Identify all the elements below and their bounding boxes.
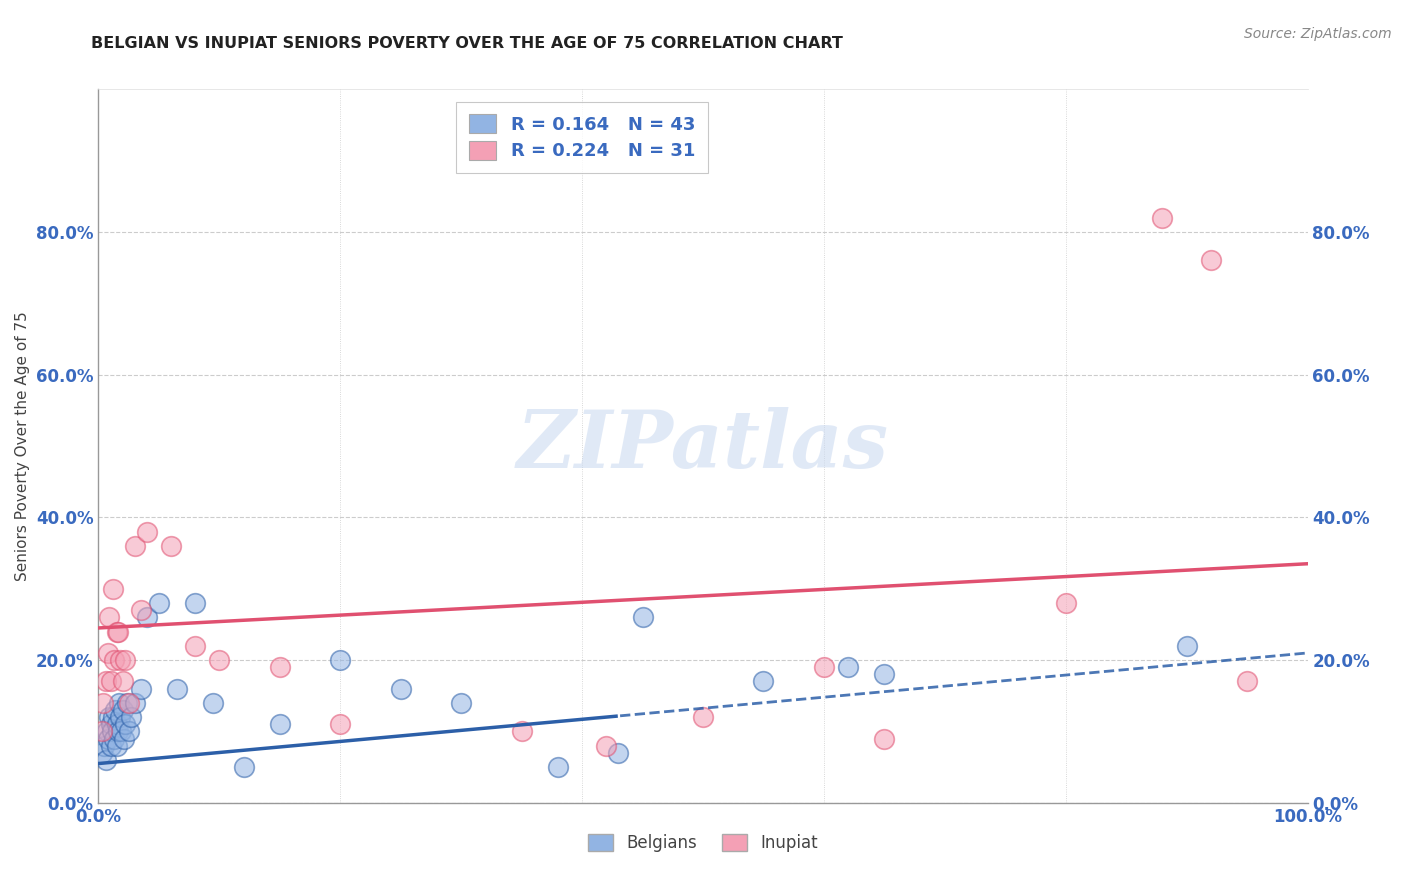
- Legend: Belgians, Inupiat: Belgians, Inupiat: [581, 827, 825, 859]
- Point: [101, 582, 124, 596]
- Point: [202, 696, 225, 710]
- Point: [595, 739, 617, 753]
- Point: [873, 667, 896, 681]
- Point: [100, 724, 122, 739]
- Point: [184, 596, 207, 610]
- Point: [135, 524, 157, 539]
- Point: [114, 717, 136, 731]
- Point: [184, 639, 207, 653]
- Point: [107, 624, 129, 639]
- Point: [813, 660, 835, 674]
- Point: [631, 610, 654, 624]
- Point: [107, 724, 129, 739]
- Point: [91, 696, 114, 710]
- Point: [692, 710, 714, 724]
- Point: [269, 717, 291, 731]
- Point: [101, 710, 124, 724]
- Point: [100, 674, 122, 689]
- Point: [100, 739, 122, 753]
- Point: [111, 674, 134, 689]
- Point: [104, 703, 127, 717]
- Point: [232, 760, 254, 774]
- Point: [389, 681, 412, 696]
- Point: [607, 746, 630, 760]
- Point: [269, 660, 291, 674]
- Point: [117, 696, 139, 710]
- Point: [873, 731, 896, 746]
- Point: [1054, 596, 1077, 610]
- Point: [94, 753, 117, 767]
- Point: [105, 624, 128, 639]
- Point: [1175, 639, 1198, 653]
- Y-axis label: Seniors Poverty Over the Age of 75: Seniors Poverty Over the Age of 75: [14, 311, 30, 581]
- Point: [129, 603, 152, 617]
- Point: [329, 717, 352, 731]
- Point: [124, 539, 146, 553]
- Point: [112, 731, 135, 746]
- Point: [547, 760, 569, 774]
- Point: [108, 653, 131, 667]
- Point: [108, 710, 131, 724]
- Point: [208, 653, 231, 667]
- Point: [1236, 674, 1258, 689]
- Point: [91, 724, 114, 739]
- Point: [111, 703, 134, 717]
- Point: [837, 660, 859, 674]
- Point: [98, 610, 121, 624]
- Text: ZIPatlas: ZIPatlas: [517, 408, 889, 484]
- Point: [1199, 253, 1222, 268]
- Point: [118, 696, 141, 710]
- Point: [166, 681, 188, 696]
- Point: [120, 710, 142, 724]
- Point: [105, 739, 128, 753]
- Point: [93, 739, 115, 753]
- Point: [450, 696, 472, 710]
- Point: [124, 696, 146, 710]
- Point: [114, 653, 136, 667]
- Point: [148, 596, 170, 610]
- Point: [160, 539, 183, 553]
- Point: [94, 674, 117, 689]
- Point: [752, 674, 775, 689]
- Point: [105, 717, 128, 731]
- Point: [97, 646, 120, 660]
- Point: [96, 724, 118, 739]
- Point: [97, 731, 120, 746]
- Point: [103, 731, 125, 746]
- Point: [103, 653, 125, 667]
- Point: [510, 724, 533, 739]
- Point: [100, 717, 122, 731]
- Text: Source: ZipAtlas.com: Source: ZipAtlas.com: [1244, 27, 1392, 41]
- Point: [1152, 211, 1174, 225]
- Point: [98, 710, 121, 724]
- Point: [108, 696, 131, 710]
- Point: [329, 653, 352, 667]
- Point: [129, 681, 152, 696]
- Text: BELGIAN VS INUPIAT SENIORS POVERTY OVER THE AGE OF 75 CORRELATION CHART: BELGIAN VS INUPIAT SENIORS POVERTY OVER …: [91, 36, 844, 51]
- Point: [110, 724, 132, 739]
- Point: [91, 746, 114, 760]
- Point: [135, 610, 157, 624]
- Point: [118, 724, 141, 739]
